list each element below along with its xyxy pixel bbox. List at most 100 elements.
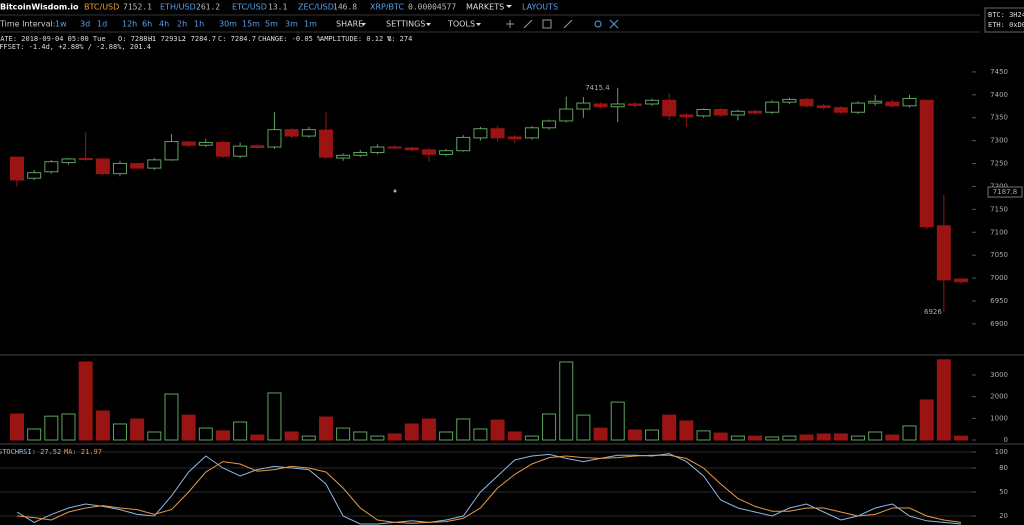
tool-icons[interactable] [506,19,619,29]
candle-body [645,99,660,105]
volume-bar [799,434,814,441]
candle-body [936,225,951,281]
volume-bar [10,413,24,441]
candle-body [524,127,539,139]
volume-bar [748,435,763,441]
volume-bar [421,418,436,441]
low-annotation: 6926 [924,308,942,316]
legend-entry: MA: 21.97 [64,448,102,456]
ticker-pair[interactable]: ETH/USD [160,3,196,12]
nav-menu[interactable]: MARKETS [466,3,504,12]
interval-button[interactable]: 3d [80,20,90,29]
interval-button[interactable]: 4h [159,20,169,29]
last-price: 7187.8 [993,188,1018,196]
volume-bar [318,416,333,441]
volume-bar [936,359,951,441]
candle-body [696,108,711,117]
ticker-pair[interactable]: ZEC/USD [298,3,334,12]
interval-button[interactable]: 1m [304,20,317,29]
nav-menu[interactable]: LAYOUTS [522,3,558,12]
toolbar-menu[interactable]: SHARE [336,20,363,29]
ticker-pair[interactable]: XRP/BTC [370,3,404,12]
interval-button[interactable]: 1d [97,20,107,29]
candle-body [490,128,505,139]
candle-body [919,99,934,228]
volume-bar [524,435,539,441]
candle-body [662,99,677,117]
candle-body [233,145,248,157]
donate-address: BTC: 3H24 [988,11,1024,19]
volume-bar [473,428,488,441]
y-tick-label: 100 [995,448,1008,456]
info-item: V: 274 [387,35,412,43]
candle-body [868,100,883,104]
candle-body [576,102,591,110]
candle-body [833,107,848,113]
volume-bar [284,431,299,441]
brand[interactable]: BitcoinWisdom.io [0,3,79,12]
y-tick-label: 7000 [990,274,1008,282]
volume-bar [215,430,230,441]
candle-body [730,110,745,116]
volume-bar [370,435,385,441]
volume-bar [782,435,797,441]
interval-button[interactable]: 30m [219,20,237,29]
candle-body [473,128,488,139]
candle-body [851,102,866,113]
y-tick-label: 6950 [990,297,1008,305]
toolbar-label: Time Interval: [0,20,55,29]
candle-body [421,149,436,155]
candle-body [885,101,900,107]
candle-body [27,172,42,179]
y-tick-label: 1000 [990,414,1008,422]
candle-body [593,103,608,108]
volume-bar [645,429,660,441]
y-tick-label: 2000 [990,393,1008,401]
y-tick-label: 80 [999,464,1008,472]
ticker-pair[interactable]: BTC/USD [84,3,119,12]
volume-bar [868,431,883,441]
interval-button[interactable]: 1h [194,20,204,29]
info-item: H: 7293.2 [148,35,186,43]
candle-body [10,156,24,181]
ticker-pair[interactable]: ETC/USD [232,3,267,12]
interval-button[interactable]: 3m [285,20,298,29]
volume-bar [44,415,59,441]
interval-button[interactable]: 6h [142,20,152,29]
volume-bar [833,433,848,441]
candle-body [713,108,728,116]
info-item: AMPLITUDE: 0.12 % [320,35,392,43]
stoch-line [16,453,962,525]
candle-body [336,154,351,159]
interval-button[interactable]: 1w [55,20,67,29]
volume-bar [902,425,917,441]
volume-bar [112,423,127,441]
volume-bar [439,431,454,441]
toolbar-menu[interactable]: SETTINGS [386,20,425,29]
candle-body [404,147,419,151]
candle-body [679,114,694,118]
volume-bar [198,427,213,441]
volume-bar [95,410,110,441]
info-offset: OFFSET: -1.4d, +2.88% / -2.88%, 201.4 [0,43,151,51]
interval-button[interactable]: 12h [122,20,137,29]
stoch-line [16,454,962,524]
interval-button[interactable]: 15m [242,20,260,29]
y-tick-label: 20 [999,512,1008,520]
y-tick-label: 7050 [990,251,1008,259]
y-tick-label: 7450 [990,68,1008,76]
interval-button[interactable]: 5m [265,20,278,29]
ticker-price: 7152.1 [123,3,152,12]
volume-bar [181,414,196,441]
info-item: CHANGE: -0.05 % [258,35,322,43]
toolbar-menu[interactable]: TOOLS [447,20,475,29]
interval-button[interactable]: 2h [177,20,187,29]
info-item: DATE: 2018-09-04 05:00 Tue [0,35,106,43]
candle-body [507,136,522,140]
y-tick-label: 7300 [990,137,1008,145]
candle-body [782,98,797,103]
volume-bar [61,413,76,441]
candle-body [301,129,316,137]
y-tick-label: 7150 [990,205,1008,213]
candle-body [748,110,763,114]
